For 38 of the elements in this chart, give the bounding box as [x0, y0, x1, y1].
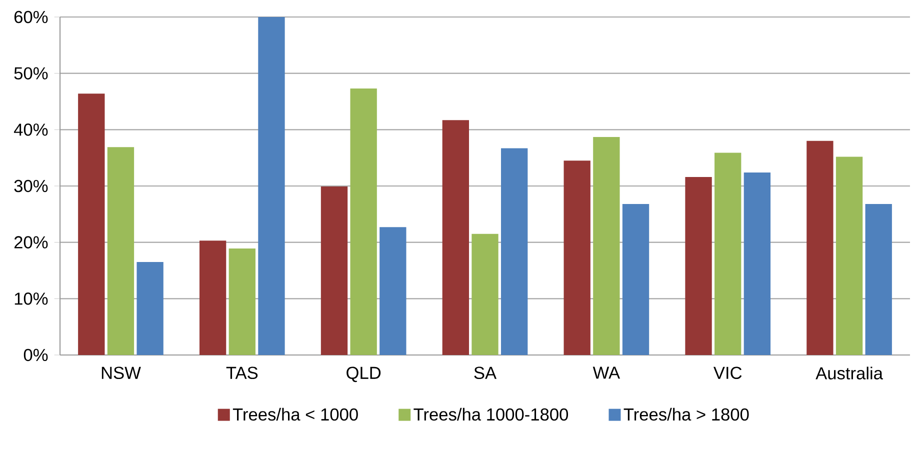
- bar: [199, 240, 226, 355]
- x-tick-label: SA: [474, 366, 497, 379]
- legend-label: Trees/ha < 1000: [232, 408, 358, 421]
- bar: [258, 17, 285, 355]
- legend-label: Trees/ha > 1800: [624, 408, 749, 421]
- bar: [836, 156, 863, 355]
- bar: [806, 140, 834, 355]
- x-tick-label: VIC: [713, 366, 742, 379]
- bar: [472, 234, 498, 355]
- bar: [685, 176, 712, 355]
- y-tick-label: 50%: [14, 67, 48, 80]
- bar: [78, 94, 105, 355]
- x-tick-label: NSW: [102, 366, 141, 379]
- y-tick-label: 10%: [14, 292, 48, 305]
- bar: [136, 262, 164, 355]
- x-tick-label: TAS: [226, 366, 258, 379]
- x-tick-label: Australia: [816, 366, 883, 380]
- y-tick-label: 30%: [14, 180, 48, 192]
- bar: [593, 136, 620, 355]
- bar: [107, 147, 134, 355]
- bar: [350, 88, 377, 355]
- bar: [714, 152, 742, 355]
- legend-label: Trees/ha 1000-1800: [414, 408, 568, 421]
- bar: [501, 148, 528, 355]
- y-tick-label: 60%: [14, 10, 48, 24]
- x-tick-label: QLD: [346, 366, 381, 382]
- y-tick-label: 0%: [24, 348, 48, 362]
- x-tick-label: WA: [592, 366, 620, 379]
- bar: [622, 204, 650, 355]
- bar: [320, 186, 348, 355]
- y-tick-label: 40%: [14, 124, 48, 136]
- bar: [228, 248, 256, 355]
- bar: [564, 160, 590, 355]
- bar: [442, 120, 470, 355]
- bar: [865, 204, 892, 355]
- bar: [380, 227, 406, 355]
- bar: [744, 172, 771, 355]
- y-tick-label: 20%: [14, 236, 48, 248]
